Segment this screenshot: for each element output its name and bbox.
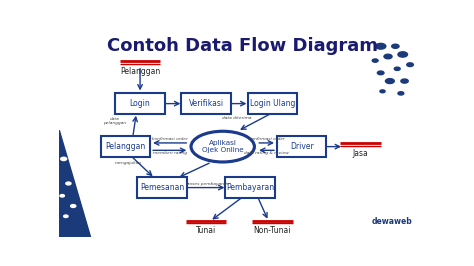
Circle shape [372, 59, 378, 62]
FancyBboxPatch shape [182, 93, 231, 114]
Circle shape [401, 79, 408, 83]
Circle shape [66, 182, 71, 185]
Text: proses pembayaran: proses pembayaran [184, 181, 228, 186]
Text: Jasa: Jasa [353, 149, 368, 158]
Text: Login: Login [130, 99, 150, 108]
Text: dewaweb: dewaweb [371, 218, 412, 227]
Text: Pembayaran: Pembayaran [226, 183, 274, 192]
Text: Pemesanan: Pemesanan [140, 183, 184, 192]
Circle shape [392, 44, 399, 48]
Text: Tunai: Tunai [196, 227, 216, 235]
Circle shape [398, 92, 404, 95]
FancyBboxPatch shape [100, 136, 150, 157]
Text: mengajukan: mengajukan [115, 161, 142, 165]
Circle shape [375, 43, 386, 49]
Text: konfirmasi order: konfirmasi order [249, 137, 284, 141]
Circle shape [385, 79, 394, 84]
FancyBboxPatch shape [115, 93, 165, 114]
Text: konfirmasi order: konfirmasi order [152, 137, 188, 141]
Circle shape [61, 157, 66, 161]
Text: data diterima: data diterima [222, 116, 251, 120]
Circle shape [384, 54, 392, 59]
Text: memberi rating: memberi rating [153, 151, 187, 155]
Text: Aplikasi
Ojek Online: Aplikasi Ojek Online [202, 140, 244, 153]
Text: Contoh Data Flow Diagram: Contoh Data Flow Diagram [108, 37, 378, 55]
Circle shape [60, 194, 64, 197]
Text: Verifikasi: Verifikasi [189, 99, 224, 108]
Circle shape [398, 52, 408, 57]
FancyBboxPatch shape [247, 93, 297, 114]
Text: data rating & review: data rating & review [244, 151, 289, 155]
Polygon shape [59, 130, 91, 237]
Circle shape [64, 215, 68, 218]
Circle shape [71, 205, 76, 207]
FancyBboxPatch shape [277, 136, 327, 157]
FancyBboxPatch shape [137, 177, 187, 198]
Text: Driver: Driver [290, 142, 314, 151]
Text: Pelanggan: Pelanggan [120, 67, 160, 76]
Circle shape [407, 63, 413, 66]
Circle shape [377, 71, 384, 75]
Text: data
pelanggan: data pelanggan [103, 117, 126, 125]
Text: Pelanggan: Pelanggan [105, 142, 146, 151]
Circle shape [380, 90, 385, 93]
Text: Login Ulang: Login Ulang [250, 99, 295, 108]
Text: Non-Tunai: Non-Tunai [254, 227, 291, 235]
FancyBboxPatch shape [226, 177, 275, 198]
Circle shape [394, 67, 400, 70]
